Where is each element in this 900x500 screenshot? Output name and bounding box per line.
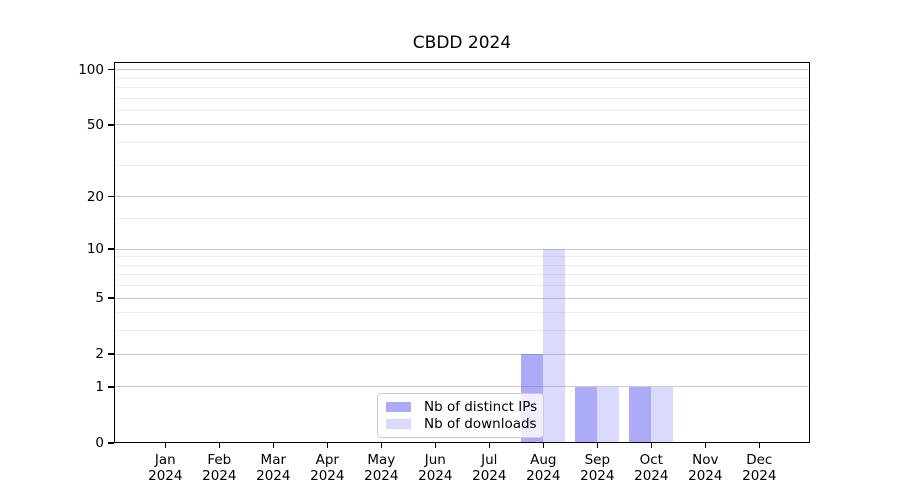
- y-tick-label: 2: [95, 346, 104, 363]
- gridline-major: [114, 124, 810, 126]
- gridline-minor: [114, 97, 810, 99]
- x-tick-mark: [164, 443, 167, 448]
- y-tick-label: 20: [86, 188, 104, 205]
- y-tick-label: 50: [86, 116, 104, 133]
- y-tick-label: 100: [78, 61, 104, 78]
- y-tick-mark: [108, 195, 114, 198]
- x-axis-tick-labels: Jan 2024 Feb 2024 Mar 2024 Apr 2024 May 2024…: [114, 452, 810, 492]
- x-tick-label: Nov 2024: [688, 452, 723, 484]
- x-tick-label: Jan 2024: [148, 452, 183, 484]
- gridline-minor: [114, 77, 810, 79]
- gridline-minor: [114, 164, 810, 166]
- gridline-major: [114, 69, 810, 71]
- x-tick-mark: [542, 443, 545, 448]
- bar-downloads-sep-2024: [597, 386, 620, 443]
- x-tick-mark: [272, 443, 275, 448]
- x-tick-mark: [218, 443, 221, 448]
- gridline-major: [114, 386, 810, 388]
- x-tick-mark: [488, 443, 491, 448]
- x-tick-label: May 2024: [364, 452, 399, 484]
- legend-entry-distinct-ips: Nb of distinct IPs: [386, 398, 538, 415]
- y-tick-label: 0: [95, 435, 104, 451]
- gridline-major: [114, 196, 810, 198]
- gridline-minor: [114, 264, 810, 266]
- legend-swatch-distinct-ips-icon: [386, 401, 411, 412]
- x-tick-mark: [434, 443, 437, 448]
- x-tick-label: Apr 2024: [310, 452, 345, 484]
- gridline-major: [114, 297, 810, 299]
- y-tick-label: 1: [95, 378, 104, 395]
- y-tick-label: 10: [86, 241, 104, 257]
- x-tick-label: Jul 2024: [472, 452, 507, 484]
- gridline-minor: [114, 142, 810, 144]
- x-tick-label: Mar 2024: [256, 452, 291, 484]
- x-tick-label: Sep 2024: [580, 452, 615, 484]
- x-tick-label: Dec 2024: [742, 452, 777, 484]
- gridline-minor: [114, 274, 810, 276]
- bar-distinct-ips-oct-2024: [629, 386, 652, 443]
- x-tick-mark: [758, 443, 761, 448]
- chart-title: CBDD 2024: [412, 33, 512, 53]
- legend-label-downloads: Nb of downloads: [424, 416, 537, 433]
- y-tick-mark: [108, 68, 114, 71]
- gridline-minor: [114, 218, 810, 220]
- gridline-minor: [114, 330, 810, 332]
- x-tick-mark: [704, 443, 707, 448]
- x-tick-mark: [650, 443, 653, 448]
- x-tick-mark: [596, 443, 599, 448]
- x-tick-mark: [380, 443, 383, 448]
- gridline-minor: [114, 312, 810, 314]
- legend-label-distinct-ips: Nb of distinct IPs: [424, 398, 538, 415]
- y-tick-mark: [108, 386, 114, 388]
- legend-swatch-downloads-icon: [386, 419, 411, 430]
- x-tick-label: Feb 2024: [202, 452, 237, 484]
- y-tick-label: 5: [95, 290, 104, 307]
- gridline-major: [114, 353, 810, 355]
- x-tick-label: Jun 2024: [418, 452, 453, 484]
- x-tick-label: Aug 2024: [526, 452, 561, 484]
- y-tick-mark: [108, 248, 114, 250]
- x-tick-mark: [326, 443, 329, 448]
- gridline-minor: [114, 109, 810, 111]
- y-tick-mark: [108, 442, 114, 444]
- gridline-minor: [114, 86, 810, 88]
- y-axis-tick-labels: 0 1 2 5 10 20 50 100: [0, 61, 104, 451]
- plot-area: [108, 62, 810, 448]
- legend: Nb of distinct IPs Nb of downloads: [377, 393, 544, 438]
- bar-downloads-oct-2024: [651, 386, 674, 443]
- y-tick-mark: [108, 297, 114, 299]
- gridline-minor: [114, 285, 810, 287]
- y-tick-mark: [108, 353, 114, 355]
- gridline-major: [114, 248, 810, 250]
- legend-entry-downloads: Nb of downloads: [386, 416, 537, 433]
- bar-downloads-aug-2024: [543, 249, 566, 443]
- x-tick-label: Oct 2024: [634, 452, 669, 484]
- bar-distinct-ips-sep-2024: [575, 386, 598, 443]
- gridline-minor: [114, 256, 810, 258]
- y-tick-mark: [108, 124, 114, 126]
